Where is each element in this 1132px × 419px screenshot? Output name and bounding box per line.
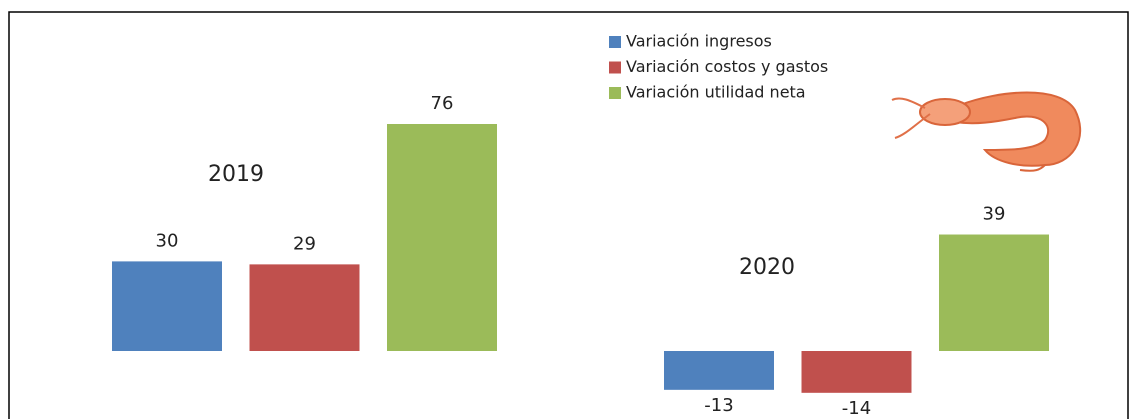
bar [802, 351, 912, 393]
bar [939, 235, 1049, 351]
legend-swatch [609, 36, 621, 48]
chart-border [9, 12, 1128, 419]
bar [112, 261, 222, 351]
group-label: 2019 [208, 162, 264, 187]
data-label: 39 [983, 204, 1006, 225]
legend-swatch [609, 62, 621, 74]
group-label: 2020 [739, 255, 795, 280]
bar [387, 124, 497, 351]
data-label: -14 [842, 398, 871, 419]
bar [250, 264, 360, 351]
legend-swatch [609, 87, 621, 99]
data-label: 76 [431, 93, 454, 114]
legend-label: Variación costos y gastos [626, 57, 828, 76]
legend-label: Variación ingresos [626, 32, 772, 51]
legend-label: Variación utilidad neta [626, 83, 806, 102]
data-label: 29 [293, 233, 316, 254]
data-label: -13 [704, 395, 733, 416]
bar [664, 351, 774, 390]
data-label: 30 [156, 230, 179, 251]
chart: 2019 2020 30 -13 29 -14 76 39 Variación ingresos… [0, 0, 1132, 419]
page: 2019 2020 30 -13 29 -14 76 39 Variación ingresos… [0, 0, 1132, 419]
